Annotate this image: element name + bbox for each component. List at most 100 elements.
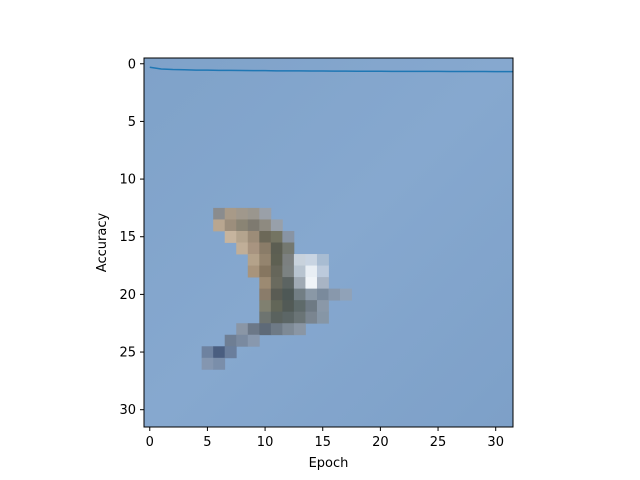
bird-pixel: [270, 288, 283, 301]
bird-pixel: [328, 288, 341, 301]
bird-pixel: [270, 277, 283, 290]
y-tick-label: 20: [119, 288, 136, 303]
bird-pixel: [259, 300, 272, 313]
bird-pixel: [259, 230, 272, 243]
plot-image: [144, 58, 513, 427]
x-axis-title: Epoch: [309, 456, 349, 471]
bird-pixel: [213, 357, 226, 370]
bird-pixel: [293, 311, 306, 324]
bird-pixel: [282, 323, 295, 336]
bird-pixel: [213, 207, 226, 220]
bird-pixel: [224, 219, 237, 232]
y-tick-label: 0: [128, 57, 136, 72]
bird-pixel: [282, 265, 295, 278]
bird-pixel: [293, 277, 306, 290]
bird-pixel: [259, 265, 272, 278]
bird-pixel: [247, 334, 260, 347]
bird-pixel: [282, 277, 295, 290]
bird-pixel: [282, 254, 295, 266]
bird-pixel: [224, 230, 237, 243]
y-tick-label: 5: [128, 115, 136, 130]
bird-pixel: [236, 334, 249, 347]
bird-pixel: [224, 334, 237, 347]
bird-pixel: [316, 311, 329, 324]
bird-pixel: [305, 277, 318, 290]
bird-pixel: [270, 323, 283, 336]
bird-pixel: [247, 219, 260, 232]
y-axis: 0 5 10 15 20 25 30: [119, 57, 144, 418]
y-tick-label: 30: [119, 403, 136, 418]
bird-pixel: [305, 288, 318, 301]
bird-pixel: [282, 242, 295, 255]
y-tick-label: 15: [119, 230, 136, 245]
bird-pixel: [316, 300, 329, 313]
bird-pixel: [259, 311, 272, 324]
y-axis-title: Accuracy: [95, 213, 110, 273]
bird-pixel: [236, 207, 249, 220]
bird-pixel: [282, 311, 295, 324]
bird-pixel: [316, 254, 329, 266]
sky-background: [144, 58, 513, 427]
bird-pixel: [259, 323, 272, 336]
bird-pixel: [316, 265, 329, 278]
bird-pixel: [270, 254, 283, 266]
x-tick-label: 0: [146, 435, 154, 450]
bird-pixel: [236, 219, 249, 232]
bird-pixel: [247, 207, 260, 220]
bird-pixel: [270, 230, 283, 243]
bird-pixel: [282, 230, 295, 243]
bird-pixel: [282, 288, 295, 301]
bird-pixel: [213, 346, 226, 359]
bird-pixel: [247, 265, 260, 278]
bird-pixel: [282, 300, 295, 313]
bird-pixel: [247, 323, 260, 336]
y-tick-label: 25: [119, 346, 136, 361]
bird-pixel: [305, 300, 318, 313]
y-tick-label: 10: [119, 173, 136, 188]
bird-pixel: [293, 300, 306, 313]
bird-pixel: [305, 254, 318, 266]
bird-pixel: [270, 219, 283, 232]
bird-pixel: [213, 219, 226, 232]
bird-pixel: [305, 311, 318, 324]
x-tick-label: 30: [487, 435, 504, 450]
bird-pixel: [247, 254, 260, 266]
bird-pixel: [270, 300, 283, 313]
x-tick-label: 25: [430, 435, 447, 450]
series-line: [149, 66, 513, 73]
bird-pixel: [293, 254, 306, 266]
bird-image: [201, 207, 352, 370]
bird-pixel: [201, 357, 214, 370]
bird-pixel: [316, 277, 329, 290]
x-tick-label: 20: [372, 435, 389, 450]
bird-pixel: [224, 346, 237, 359]
bird-pixel: [259, 207, 272, 220]
bird-pixel: [270, 311, 283, 324]
series-layer: [149, 66, 513, 73]
bird-pixel: [247, 230, 260, 243]
bird-pixel: [340, 288, 352, 301]
bird-pixel: [236, 323, 249, 336]
x-tick-label: 5: [203, 435, 211, 450]
bird-pixel: [259, 242, 272, 255]
bird-pixel: [316, 288, 329, 301]
bird-pixel: [305, 265, 318, 278]
bird-pixel: [236, 230, 249, 243]
bird-pixel: [293, 288, 306, 301]
bird-pixel: [259, 254, 272, 266]
x-tick-label: 15: [314, 435, 331, 450]
bird-pixel: [270, 265, 283, 278]
bird-pixel: [259, 219, 272, 232]
x-tick-label: 10: [257, 435, 274, 450]
bird-pixel: [270, 242, 283, 255]
bird-pixel: [259, 277, 272, 290]
x-axis: 0 5 10 15 20 25 30: [146, 427, 504, 450]
bird-pixel: [259, 288, 272, 301]
plot-frame: [143, 57, 514, 428]
bird-pixel: [247, 242, 260, 255]
bird-pixel: [293, 265, 306, 278]
bird-pixel: [293, 323, 306, 336]
bird-pixel: [224, 207, 237, 220]
bird-pixel: [201, 346, 214, 359]
